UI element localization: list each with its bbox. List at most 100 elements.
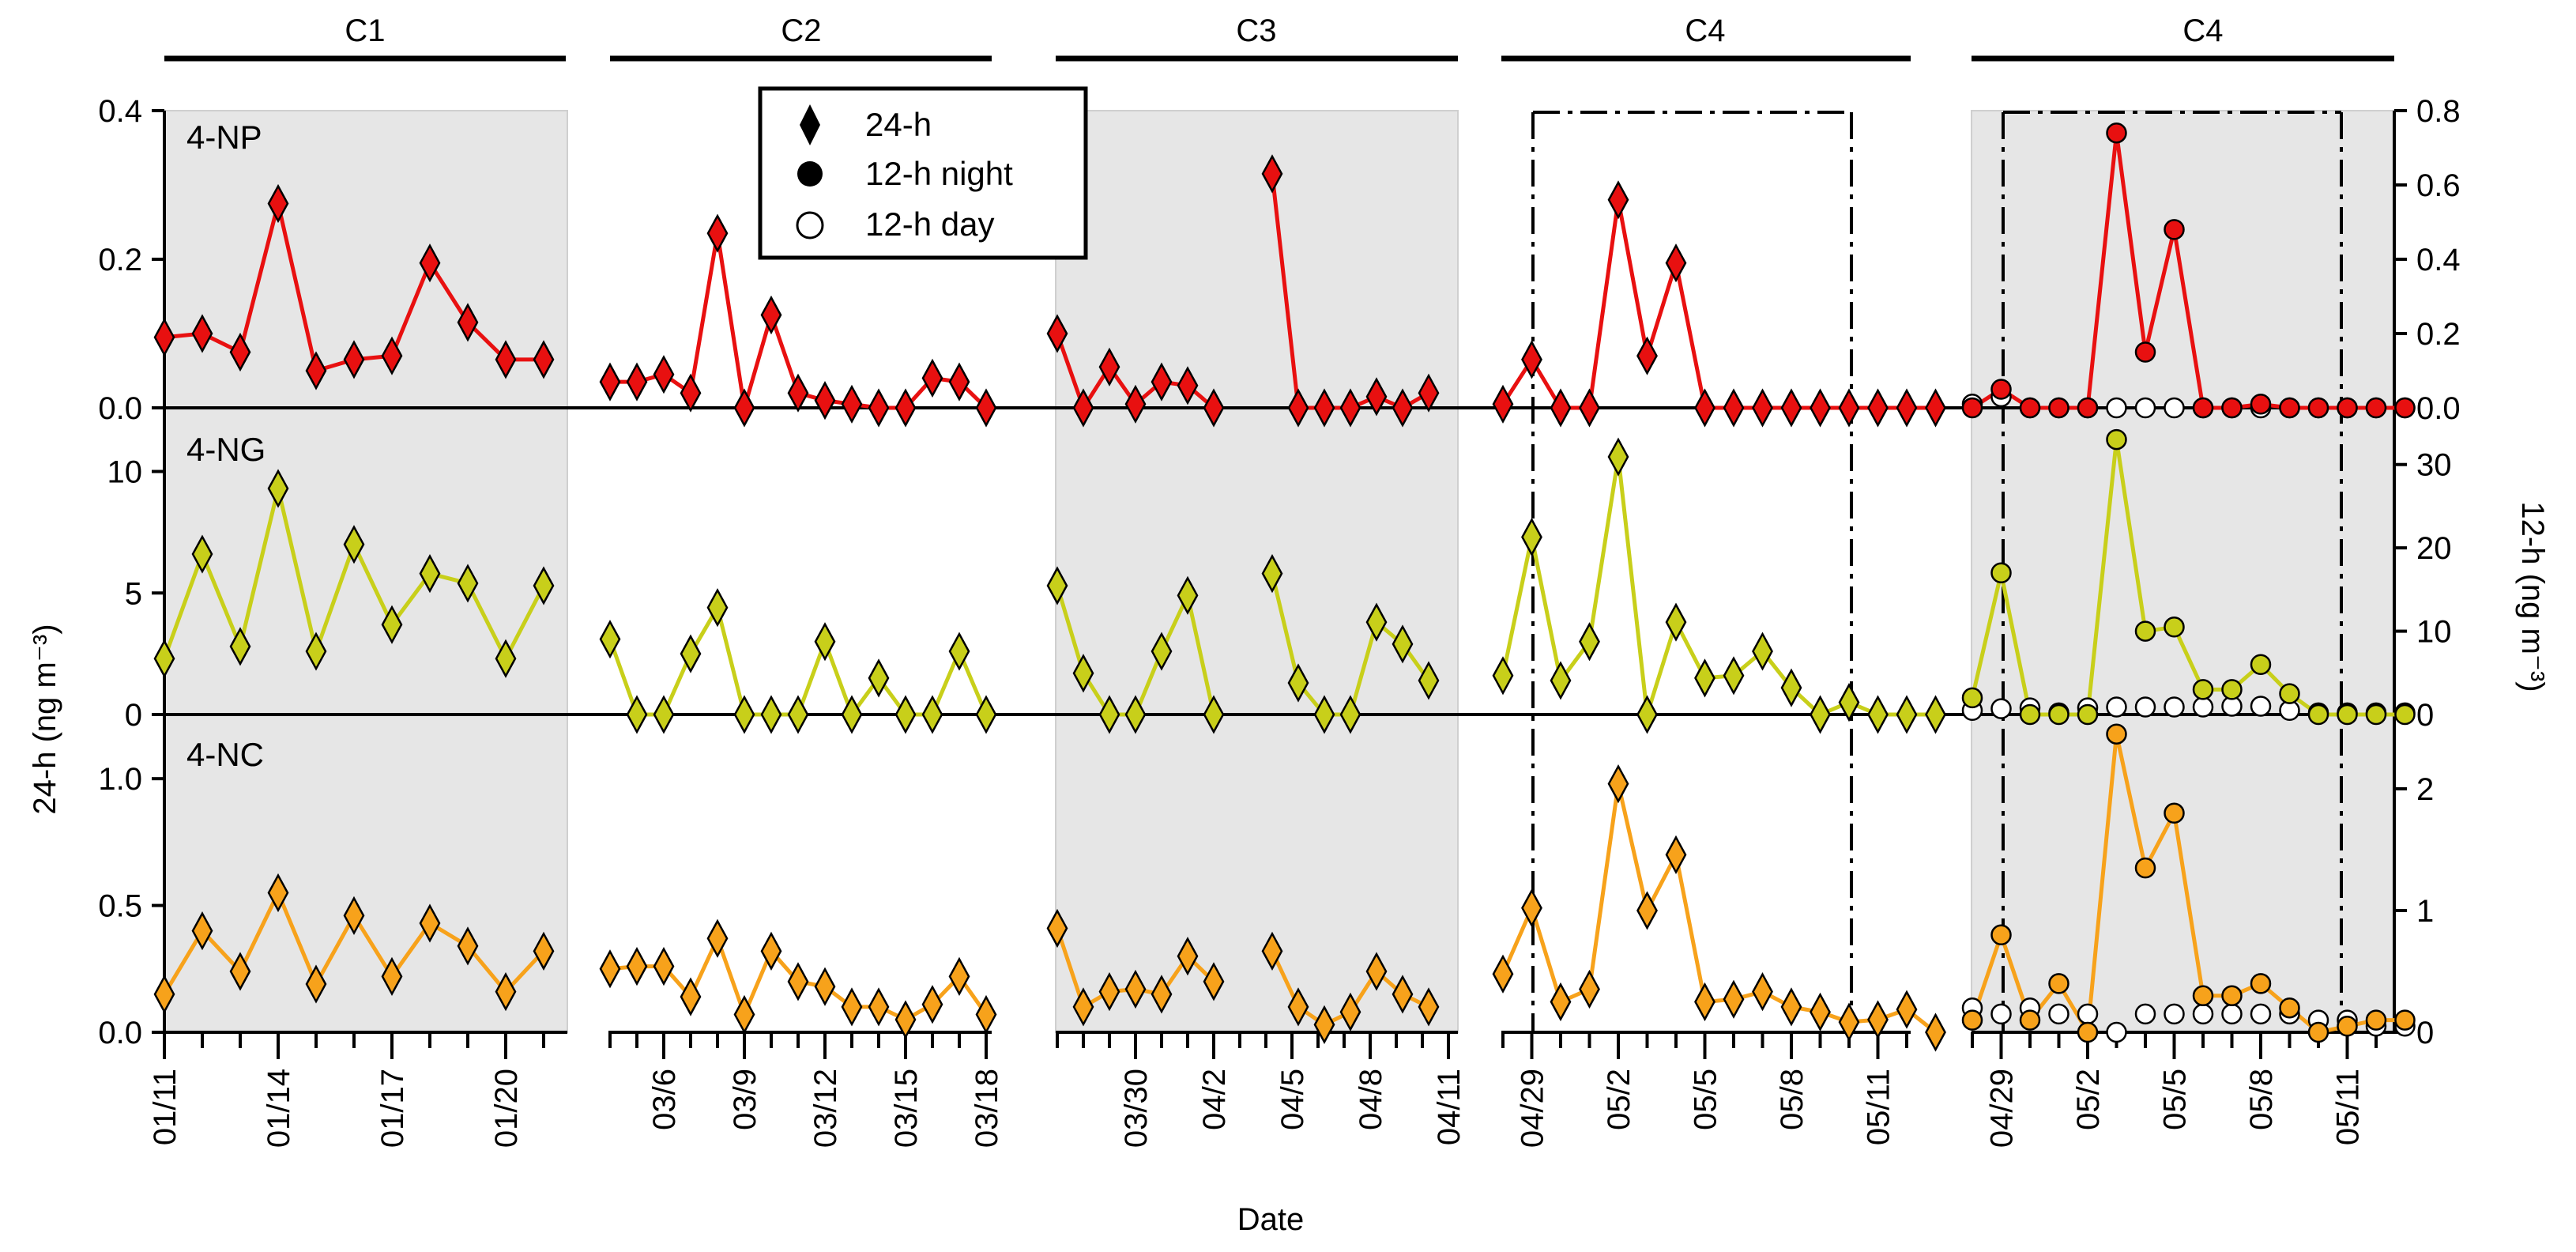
data-point-night — [2307, 703, 2329, 726]
x-axis-title: Date — [1237, 1202, 1305, 1237]
data-point-24h — [1072, 654, 1094, 693]
data-point-24h — [1925, 388, 1946, 428]
data-point-24h — [533, 566, 555, 605]
data-point-24h — [1723, 656, 1745, 696]
x-tick-label: 04/29 — [1516, 1069, 1550, 1148]
x-tick-label: 01/17 — [375, 1069, 410, 1148]
data-point-24h — [653, 355, 675, 394]
data-point-24h — [1752, 632, 1773, 671]
data-point-night — [2019, 1009, 2041, 1031]
right-tick-label: 1 — [2416, 894, 2434, 929]
data-point-24h — [868, 658, 890, 698]
data-series — [153, 122, 2416, 1052]
data-point-24h — [1418, 661, 1440, 700]
data-point-24h — [1203, 962, 1225, 1001]
campaign-label-2: C3 — [1236, 13, 1276, 48]
data-point-day — [2134, 696, 2156, 718]
data-point-24h — [419, 903, 441, 943]
x-tick-label: 05/11 — [2331, 1069, 2366, 1145]
data-point-24h — [760, 931, 782, 971]
data-point-24h — [1418, 987, 1440, 1027]
data-point-night — [2106, 723, 2127, 745]
data-point-24h — [1550, 388, 1572, 428]
data-point-night — [2192, 679, 2214, 700]
data-point-24h — [626, 695, 648, 734]
data-point-night — [1961, 1009, 1983, 1031]
data-point-24h — [533, 931, 555, 971]
data-point-24h — [653, 946, 675, 986]
data-point-day — [2048, 1003, 2069, 1025]
left-tick-label: 0 — [125, 698, 142, 733]
data-point-24h — [1313, 388, 1335, 428]
data-point-24h — [1752, 972, 1773, 1012]
data-point-24h — [1925, 1013, 1946, 1052]
x-tick-label: 04/8 — [1354, 1069, 1388, 1130]
data-point-24h — [1579, 969, 1600, 1009]
data-point-night — [2250, 654, 2272, 675]
series-line-4-NG — [1501, 454, 1936, 717]
data-point-24h — [1810, 992, 1831, 1031]
x-tick-label: 05/11 — [1862, 1069, 1896, 1145]
data-point-24h — [1365, 952, 1388, 991]
data-point-24h — [267, 873, 289, 913]
data-point-24h — [1636, 695, 1658, 734]
left-tick-label: 5 — [125, 576, 142, 611]
campaign-label-0: C1 — [345, 13, 385, 48]
data-point-24h — [419, 554, 441, 594]
data-point-24h — [343, 340, 365, 379]
x-tick-label: 03/6 — [647, 1069, 682, 1130]
data-point-24h — [381, 336, 403, 375]
right-axis-title: 12-h (ng m⁻³) — [2515, 501, 2550, 692]
right-tick-label: 2 — [2416, 772, 2434, 807]
x-tick-label: 05/2 — [1602, 1069, 1636, 1130]
data-point-night — [2048, 703, 2069, 726]
data-point-24h — [948, 956, 970, 997]
data-point-24h — [1579, 622, 1600, 662]
data-point-night — [2394, 1009, 2416, 1031]
data-point-day — [2192, 696, 2214, 718]
data-point-day — [2164, 1003, 2185, 1025]
data-point-24h — [1261, 931, 1283, 971]
data-point-day — [1990, 698, 2012, 719]
legend: 24-h 12-h night 12-h day — [758, 86, 1088, 260]
data-point-24h — [1313, 695, 1335, 734]
data-point-24h — [814, 380, 836, 420]
data-point-night — [2279, 683, 2300, 704]
data-point-24h — [841, 695, 863, 734]
data-point-24h — [1492, 656, 1514, 696]
data-point-24h — [1896, 990, 1918, 1029]
data-point-24h — [1723, 979, 1745, 1019]
data-point-day — [2106, 397, 2127, 419]
data-point-24h — [975, 994, 997, 1035]
data-point-24h — [1339, 992, 1361, 1031]
data-point-night — [2221, 679, 2243, 700]
data-point-24h — [626, 946, 648, 986]
data-point-24h — [1665, 602, 1687, 642]
data-point-24h — [1151, 632, 1173, 671]
data-point-24h — [1392, 975, 1414, 1014]
data-point-24h — [868, 388, 890, 428]
data-point-24h — [1203, 388, 1225, 428]
data-point-24h — [1780, 668, 1802, 707]
data-point-night — [2106, 428, 2127, 451]
right-tick-label: 0 — [2416, 1016, 2434, 1050]
data-point-24h — [533, 340, 555, 379]
data-point-24h — [1838, 388, 1860, 428]
data-point-24h — [1365, 377, 1388, 417]
data-point-night — [1961, 397, 1983, 419]
right-tick-label: 10 — [2416, 615, 2452, 650]
data-point-24h — [1636, 336, 1658, 375]
data-point-24h — [191, 534, 213, 574]
x-tick-label: 05/5 — [2158, 1069, 2193, 1130]
data-point-24h — [599, 620, 621, 659]
data-point-24h — [787, 695, 809, 734]
data-point-night — [2365, 703, 2387, 726]
data-point-24h — [229, 332, 251, 372]
data-point-24h — [1607, 437, 1629, 477]
dashed-boxes — [1531, 111, 2343, 1034]
left-tick-label: 0.2 — [98, 243, 142, 277]
data-point-24h — [381, 605, 403, 644]
data-point-24h — [841, 987, 863, 1027]
data-point-24h — [1339, 695, 1361, 734]
